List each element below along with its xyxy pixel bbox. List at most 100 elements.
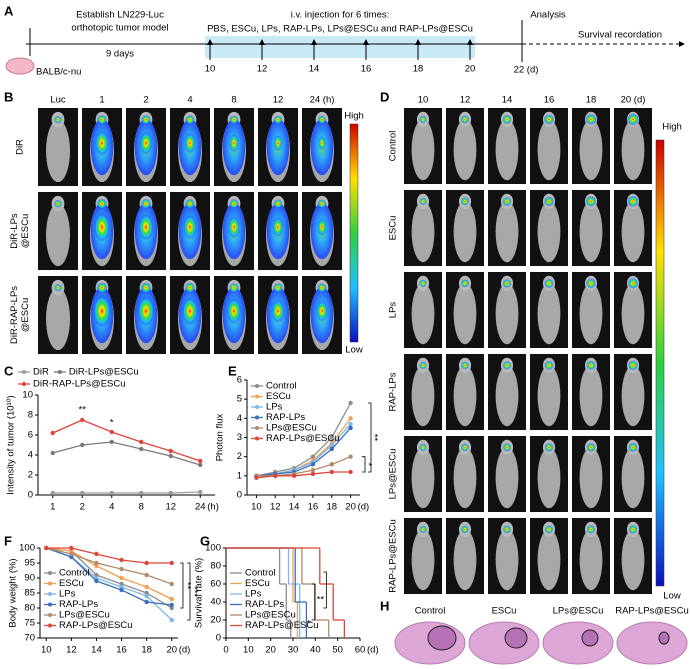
- mouse-body: [453, 447, 477, 509]
- mouse-body: [411, 283, 435, 345]
- legend-label: LPs@ESCu: [266, 423, 317, 434]
- head-signal: [419, 279, 427, 288]
- legend-label: RAP-LPs: [59, 599, 98, 610]
- head-signal: [185, 115, 195, 125]
- y-tick-label: 4: [28, 450, 33, 461]
- head-signal: [54, 283, 62, 292]
- mouse-label: BALB/c-nu: [36, 67, 81, 78]
- brain-label: ESCu: [492, 606, 517, 617]
- marker: [144, 560, 149, 566]
- mouse-body: [495, 283, 519, 345]
- marker: [144, 593, 149, 599]
- head-signal: [461, 361, 469, 370]
- scale-low: Low: [345, 345, 363, 356]
- legend-label: RAP-LPs@ESCu: [266, 433, 340, 444]
- marker: [69, 545, 74, 551]
- marker: [119, 566, 124, 572]
- signal: [138, 214, 154, 240]
- marker: [348, 469, 353, 475]
- marker: [198, 462, 203, 468]
- marker: [348, 400, 353, 406]
- row-label: @ESCu: [20, 298, 31, 332]
- y-tick-label: 6: [28, 430, 33, 441]
- legend-marker: [48, 571, 52, 575]
- head-signal: [141, 198, 151, 209]
- legend-marker: [255, 426, 259, 430]
- y-axis-label: Survival rate (%): [194, 558, 205, 628]
- brain-label: Control: [415, 606, 446, 617]
- marker: [273, 473, 278, 479]
- column-label: 12: [273, 95, 284, 106]
- head-signal: [628, 360, 638, 371]
- head-signal: [419, 197, 427, 206]
- y-tick-label: 1: [237, 470, 242, 481]
- y-axis-label: Body weight (%): [8, 558, 19, 627]
- marker: [50, 450, 55, 456]
- y-tick-label: 0: [237, 490, 242, 501]
- x-tick-label: 10: [243, 645, 254, 656]
- x-tick-label: 60: [355, 645, 366, 656]
- legend-label: RAP-LPs: [266, 412, 305, 423]
- y-tick-label: 6: [237, 375, 242, 386]
- head-signal: [627, 278, 639, 289]
- head-signal: [502, 114, 512, 124]
- y-tick-label: 80: [210, 561, 221, 572]
- marker: [169, 560, 174, 566]
- marker: [169, 596, 174, 602]
- mouse-body: [453, 365, 477, 427]
- analysis: Analysis: [530, 10, 566, 21]
- x-tick-label: 12: [165, 502, 176, 513]
- legend-marker: [48, 602, 52, 607]
- head-signal: [544, 443, 554, 452]
- mouse-body: [579, 365, 603, 427]
- day-label: 18: [413, 64, 424, 75]
- head-signal: [460, 115, 470, 124]
- marker: [310, 462, 316, 467]
- signal: [317, 218, 327, 236]
- y-tick-label: 10: [22, 390, 33, 401]
- tumor-outline: [504, 627, 528, 649]
- signal: [184, 133, 196, 153]
- series-line: [256, 402, 352, 477]
- analysis-day: 22 (d): [514, 65, 539, 76]
- mouse-body: [537, 283, 561, 345]
- annotation: *: [110, 418, 114, 429]
- x-tick-label: 18: [326, 502, 337, 513]
- x-unit: (d): [367, 645, 379, 656]
- head-signal: [229, 115, 239, 125]
- mouse-body: [411, 365, 435, 427]
- injection-band: [205, 36, 475, 58]
- brain-label: LPs@ESCu: [553, 606, 604, 617]
- y-tick-label: 2: [28, 470, 33, 481]
- head-signal: [585, 196, 597, 207]
- marker: [119, 575, 124, 581]
- y-tick-label: 3: [237, 432, 242, 443]
- y-tick-label: 100: [205, 543, 221, 554]
- bracket: [311, 583, 316, 621]
- y-tick-label: 8: [28, 410, 33, 421]
- y-tick-label: 80: [24, 603, 35, 614]
- legend-label: DiR: [33, 367, 49, 378]
- color-bar: [655, 139, 665, 587]
- day-label: 10: [205, 64, 216, 75]
- marker: [144, 599, 149, 605]
- legend-marker: [48, 581, 52, 586]
- marker: [80, 417, 85, 423]
- signal: [228, 216, 240, 238]
- legend-marker: [48, 592, 52, 596]
- annotation: *: [362, 462, 373, 466]
- x-tick-label: 24: [195, 502, 206, 513]
- x-tick-label: 30: [288, 645, 299, 656]
- tumor-outline: [658, 631, 670, 645]
- legend-label: RAP-LPs@ESCu: [59, 620, 133, 631]
- legend-marker: [57, 370, 62, 374]
- mouse-icon: [5, 57, 35, 75]
- y-tick-label: 75: [24, 618, 35, 629]
- signal: [93, 295, 111, 327]
- head-signal: [586, 360, 596, 371]
- legend-marker: [22, 382, 26, 386]
- series-line: [52, 441, 201, 466]
- head-signal: [460, 279, 470, 288]
- marker: [139, 446, 144, 452]
- legend-marker: [255, 415, 259, 420]
